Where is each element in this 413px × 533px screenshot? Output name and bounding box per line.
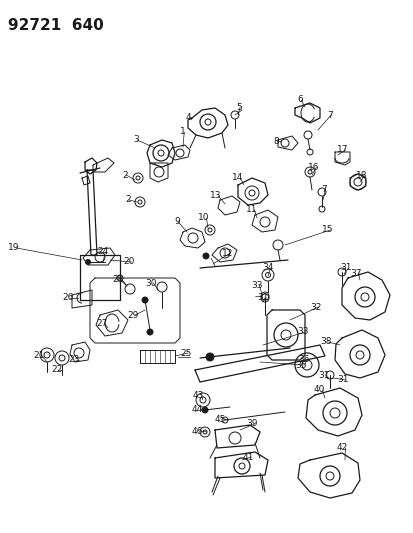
Text: 16: 16 bbox=[307, 163, 319, 172]
Text: 11: 11 bbox=[245, 206, 257, 214]
Circle shape bbox=[147, 329, 153, 335]
Text: 12: 12 bbox=[221, 248, 233, 257]
Text: 41: 41 bbox=[242, 453, 254, 462]
Text: 10: 10 bbox=[197, 214, 209, 222]
Text: 2: 2 bbox=[125, 196, 131, 205]
Text: 26: 26 bbox=[62, 294, 73, 303]
Circle shape bbox=[85, 260, 90, 264]
Text: 21: 21 bbox=[33, 351, 44, 359]
Text: 30: 30 bbox=[145, 279, 156, 287]
Text: 27: 27 bbox=[96, 319, 107, 327]
Circle shape bbox=[202, 407, 207, 413]
Text: 40: 40 bbox=[313, 385, 325, 394]
Text: 6: 6 bbox=[296, 95, 302, 104]
Circle shape bbox=[142, 297, 147, 303]
Circle shape bbox=[202, 253, 209, 259]
Text: 46: 46 bbox=[192, 426, 203, 435]
Circle shape bbox=[206, 353, 214, 361]
Text: 38: 38 bbox=[319, 337, 331, 346]
Text: 31: 31 bbox=[317, 372, 329, 381]
Text: 24: 24 bbox=[97, 247, 108, 256]
Text: 33: 33 bbox=[296, 327, 308, 336]
Text: 7: 7 bbox=[326, 110, 332, 119]
Text: 39: 39 bbox=[245, 419, 257, 429]
Text: 5: 5 bbox=[235, 102, 241, 111]
Text: 17: 17 bbox=[336, 146, 348, 155]
Text: 32: 32 bbox=[309, 303, 320, 311]
Text: 25: 25 bbox=[180, 349, 191, 358]
Text: 7: 7 bbox=[320, 185, 326, 195]
Text: 19: 19 bbox=[8, 244, 19, 253]
Text: 43: 43 bbox=[192, 392, 204, 400]
Text: 45: 45 bbox=[214, 415, 226, 424]
Text: 14: 14 bbox=[231, 174, 243, 182]
Text: 13: 13 bbox=[209, 191, 221, 200]
Text: 1: 1 bbox=[180, 127, 185, 136]
Text: 34: 34 bbox=[261, 263, 273, 272]
Text: 35: 35 bbox=[294, 360, 306, 369]
Text: 28: 28 bbox=[112, 276, 123, 285]
Text: 3: 3 bbox=[133, 135, 138, 144]
Text: 37: 37 bbox=[349, 269, 361, 278]
Text: 36: 36 bbox=[297, 356, 309, 365]
Text: 31: 31 bbox=[339, 263, 351, 272]
Text: 42: 42 bbox=[336, 443, 347, 453]
Text: 31: 31 bbox=[336, 376, 348, 384]
Text: 29: 29 bbox=[127, 311, 138, 319]
Text: 23: 23 bbox=[68, 356, 79, 365]
Text: 18: 18 bbox=[355, 172, 367, 181]
Text: 15: 15 bbox=[321, 225, 333, 235]
Text: 9: 9 bbox=[173, 217, 179, 227]
Text: 20: 20 bbox=[123, 257, 134, 266]
Text: 8: 8 bbox=[272, 136, 278, 146]
Text: 33: 33 bbox=[250, 280, 262, 289]
Text: 44: 44 bbox=[192, 405, 203, 414]
Text: 31: 31 bbox=[256, 293, 268, 302]
Text: 2: 2 bbox=[122, 171, 127, 180]
Text: 92721  640: 92721 640 bbox=[8, 18, 104, 33]
Text: 4: 4 bbox=[185, 112, 191, 122]
Text: 22: 22 bbox=[51, 366, 62, 375]
